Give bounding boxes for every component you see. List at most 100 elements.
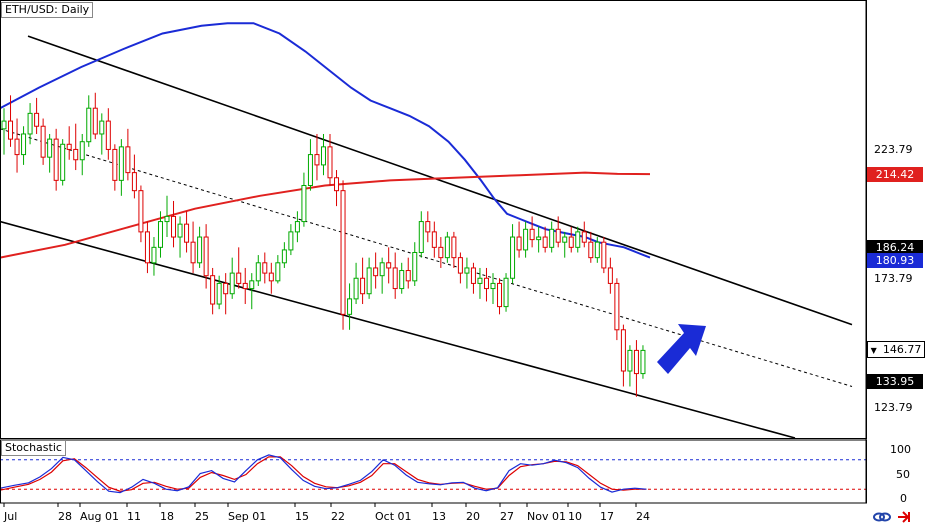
candle-body: [640, 349, 646, 375]
candle: [294, 211, 300, 243]
candle-body: [249, 280, 255, 290]
candle-body: [184, 223, 190, 243]
candle-body: [157, 221, 163, 248]
candle: [334, 170, 340, 207]
candle-body: [125, 146, 131, 174]
candle-body: [412, 251, 418, 282]
candle: [144, 221, 150, 274]
x-tick-label: 28: [58, 510, 72, 523]
candle-body: [523, 228, 529, 251]
x-tick-label: 10: [568, 510, 582, 523]
candle-body: [131, 172, 137, 192]
candle: [412, 242, 418, 286]
candle: [366, 257, 372, 299]
candle-body: [438, 246, 444, 259]
x-tick-label: 18: [160, 510, 174, 523]
candle: [555, 216, 561, 248]
price-tag-value: 214.42: [875, 168, 915, 182]
candle-body: [112, 148, 118, 181]
candle-body: [223, 282, 229, 295]
candle: [203, 224, 209, 289]
candle-body: [255, 262, 261, 282]
candle: [112, 144, 118, 191]
candle-body: [216, 282, 222, 305]
candle: [457, 252, 463, 284]
candle-body: [627, 349, 633, 372]
candle: [249, 273, 255, 310]
link-icon[interactable]: [873, 512, 891, 522]
candle-body: [607, 267, 613, 284]
candle-body: [40, 125, 46, 158]
candle: [21, 126, 27, 165]
candle: [125, 128, 131, 181]
candle-body: [262, 262, 268, 274]
candle: [523, 221, 529, 258]
price-tag-value: 186.24: [875, 240, 915, 254]
candle-body: [457, 257, 463, 274]
channel-lower-line: [0, 220, 796, 439]
candle-body: [431, 231, 437, 248]
x-tick-label: 11: [127, 510, 141, 523]
candle: [392, 252, 398, 299]
candle-body: [379, 262, 385, 277]
candle-body: [307, 154, 313, 187]
candle: [14, 118, 20, 173]
candle-body: [497, 282, 503, 308]
candle-body: [320, 146, 326, 166]
candle: [464, 257, 470, 289]
candle-body: [21, 133, 27, 156]
candle: [210, 267, 216, 315]
candle: [627, 345, 633, 387]
candle-body: [549, 228, 555, 248]
x-tick-label: 13: [432, 510, 446, 523]
stochastic-axis-label: 50: [896, 467, 910, 481]
candle-body: [633, 349, 639, 375]
stochastic-axis-label: 0: [900, 492, 907, 505]
candle: [99, 113, 105, 155]
scroll-right-icon[interactable]: [898, 511, 910, 523]
candle-body: [392, 267, 398, 290]
candle: [307, 139, 313, 191]
candle: [386, 247, 392, 284]
candle: [510, 224, 516, 284]
candle: [236, 247, 242, 289]
candle: [184, 211, 190, 253]
candle: [536, 226, 542, 253]
price-tag-value: 180.93: [875, 254, 915, 268]
moving-average-line-2: [0, 171, 651, 259]
candle: [594, 237, 600, 263]
candle-body: [92, 107, 98, 135]
candle: [27, 103, 33, 145]
candle-body: [568, 236, 574, 248]
candle: [34, 97, 40, 134]
candle: [418, 211, 424, 258]
candle: [197, 226, 203, 268]
candle: [542, 226, 548, 253]
candle-body: [138, 190, 144, 233]
price-tag: 180.93: [867, 253, 923, 269]
candle-body: [360, 277, 366, 295]
candle: [405, 257, 411, 289]
candle: [1, 108, 7, 155]
candle-body: [8, 120, 14, 140]
x-tick-label: 25: [195, 510, 209, 523]
candle-body: [373, 267, 379, 277]
candle-body: [1, 120, 7, 130]
candle: [262, 252, 268, 284]
candle: [379, 257, 385, 294]
candle-body: [66, 143, 72, 150]
stochastic-axis-label: 100: [890, 443, 911, 456]
candle: [216, 275, 222, 310]
candle-body: [190, 241, 196, 264]
candle-body: [288, 231, 294, 251]
x-tick-label: Jul: [4, 510, 18, 523]
candle: [190, 221, 196, 274]
candle-body: [425, 221, 431, 233]
candle-body: [477, 277, 483, 284]
candle-body: [164, 215, 170, 223]
candle-body: [483, 277, 489, 290]
candle-body: [144, 231, 150, 264]
candle: [373, 252, 379, 289]
candle: [477, 267, 483, 299]
